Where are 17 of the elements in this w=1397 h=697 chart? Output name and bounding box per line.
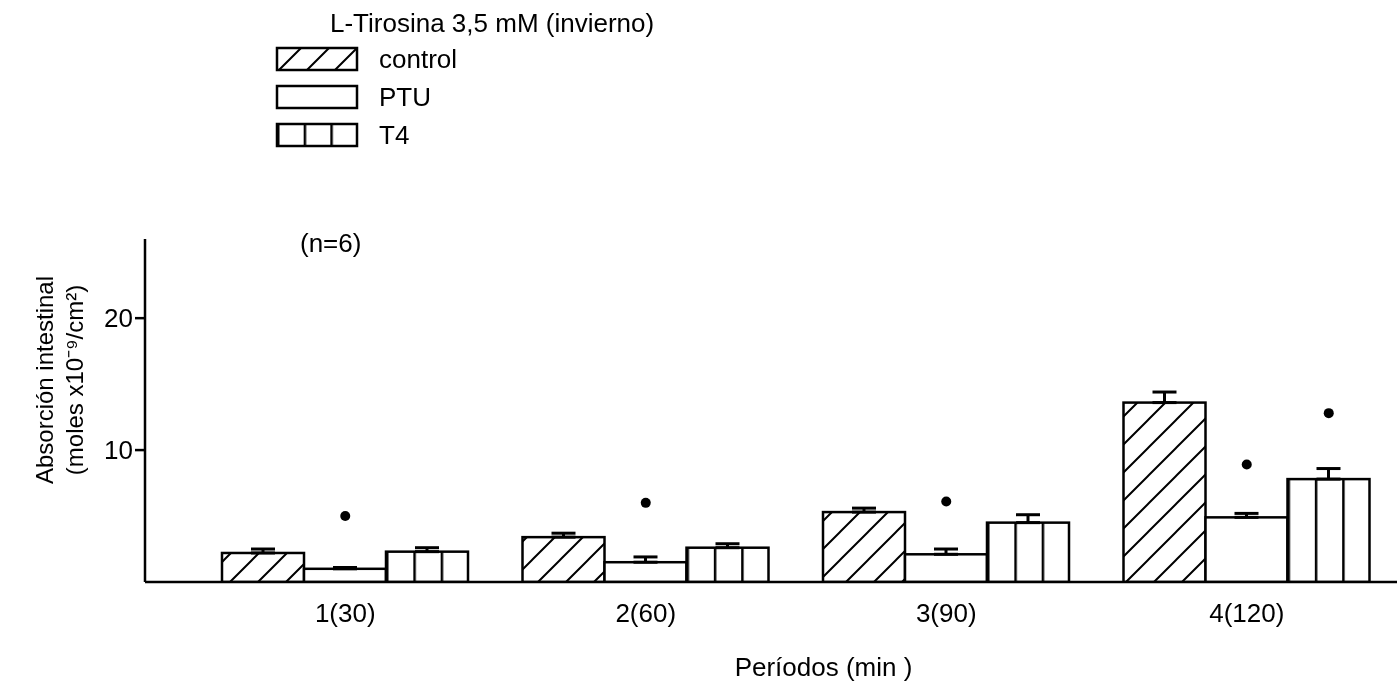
x-tick-label: 2(60) <box>615 598 677 629</box>
legend-label: control <box>379 43 458 75</box>
x-tick-label: 3(90) <box>915 598 977 629</box>
chart-title: L-Tirosina 3,5 mM (invierno) <box>330 8 655 39</box>
point <box>1241 459 1252 470</box>
legend-label: T4 <box>379 119 410 151</box>
x-tick-label: 4(120) <box>1209 598 1285 629</box>
y-tick-label: 20 <box>104 303 133 334</box>
x-tick-label: 1(30) <box>314 598 376 629</box>
point <box>640 497 651 508</box>
x-axis-title: Períodos (min ) <box>733 652 914 683</box>
y-axis-title: Absorción intestinal (moles x10⁻⁹/cm²) <box>30 275 89 485</box>
legend-label: PTU <box>379 81 431 113</box>
y-tick-label: 10 <box>104 435 133 466</box>
annotation: (n=6) <box>300 228 362 259</box>
point <box>941 496 952 507</box>
point <box>340 511 351 522</box>
